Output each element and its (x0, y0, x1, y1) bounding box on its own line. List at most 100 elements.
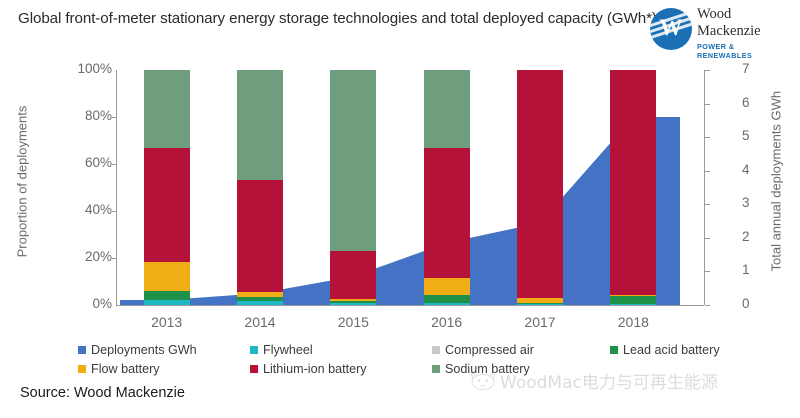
y2-axis-tick-label: 2 (742, 228, 750, 244)
y2-axis-tickmark (705, 237, 710, 239)
legend-label: Flywheel (263, 343, 313, 357)
x-axis-tick-label: 2014 (244, 314, 276, 330)
bar-segment (143, 300, 190, 305)
y-axis-tick-label: 40% (84, 202, 112, 217)
y2-axis-tick-label: 6 (742, 94, 750, 110)
legend-swatch-icon (78, 346, 86, 354)
y-axis-tick-label: 100% (77, 61, 112, 76)
y2-axis-tick-label: 0 (742, 296, 750, 311)
bar-segment (143, 147, 190, 262)
legend-item[interactable]: Flywheel (250, 343, 432, 357)
source-note: Source: Wood Mackenzie (20, 385, 185, 401)
legend-swatch-icon (610, 346, 618, 354)
x-axis-line (116, 305, 704, 306)
bar-segment (517, 303, 563, 305)
bar-segment (237, 296, 283, 302)
y2-axis-tick-label: 1 (742, 262, 750, 278)
legend-item[interactable]: Deployments GWh (78, 343, 250, 357)
y2-axis-tickmark (705, 305, 710, 306)
y2-axis-tick-label: 7 (742, 61, 750, 76)
bar-segment (143, 70, 190, 148)
y-axis-tick-label: 60% (84, 155, 112, 170)
bar-segment (423, 303, 470, 305)
y2-axis-tickmark (705, 70, 710, 71)
legend-swatch-icon (78, 365, 86, 373)
page-title: Global front-of-meter stationary energy … (18, 10, 657, 27)
y2-axis-tick-label: 5 (742, 128, 750, 144)
legend-item[interactable]: Flow battery (78, 362, 250, 376)
y2-axis-tickmark (705, 204, 710, 206)
y2-axis-tickmark (705, 103, 710, 105)
legend-label: Deployments GWh (91, 343, 197, 357)
wood-mackenzie-mark-icon: W (650, 8, 692, 50)
y-axis-tick-label: 80% (84, 108, 112, 123)
bar-segment (517, 70, 563, 299)
chart-header: Global front-of-meter stationary energy … (18, 8, 658, 29)
bar-segment (610, 294, 657, 296)
y-axis-tickmark (112, 258, 117, 259)
legend-label: Compressed air (445, 343, 534, 357)
bar-segment (330, 298, 377, 301)
legend-label: Lithium-ion battery (263, 362, 367, 376)
plot-canvas (120, 70, 680, 305)
y2-axis-tickmark (705, 170, 710, 172)
bar-segment (330, 70, 377, 251)
y2-axis-tickmark (705, 137, 710, 139)
legend-label: Sodium battery (445, 362, 530, 376)
bar-segment (237, 292, 283, 297)
bar-segment (143, 261, 190, 291)
bar-column (330, 70, 377, 305)
y2-axis-line (704, 70, 705, 305)
bar-column (143, 70, 190, 305)
area-fill (120, 117, 680, 305)
legend-label: Lead acid battery (623, 343, 720, 357)
bar-column (610, 70, 657, 305)
legend-row: Deployments GWh Flywheel Compressed air Lea… (78, 343, 778, 357)
legend-swatch-icon (432, 346, 440, 354)
legend-label: Flow battery (91, 362, 160, 376)
legend-swatch-icon (250, 346, 258, 354)
bar-column (423, 70, 470, 305)
bar-segment (237, 70, 283, 181)
brand-tagline: POWER & RENEWABLES (697, 42, 753, 60)
chart-plot-area: Proportion of deployments Total annual d… (0, 61, 800, 330)
bar-column (237, 70, 283, 305)
y2-axis-tick-label: 3 (742, 195, 750, 211)
bar-segment (610, 70, 657, 295)
bar-segment (423, 147, 470, 279)
x-axis-tick-label: 2016 (431, 314, 463, 330)
legend-item[interactable]: Compressed air (432, 343, 610, 357)
bar-segment (610, 304, 657, 305)
bar-segment (330, 300, 377, 304)
legend-swatch-icon (432, 365, 440, 373)
bar-segment (517, 298, 563, 303)
y2-axis-tickmark (705, 271, 710, 273)
wood-mackenzie-logo: W Wood Mackenzie POWER & RENEWABLES (650, 6, 790, 62)
y-axis-title: Proportion of deployments (14, 105, 30, 258)
bar-column (517, 70, 563, 305)
legend-swatch-icon (250, 365, 258, 373)
bar-segment (143, 290, 190, 301)
brand-wordmark: Wood Mackenzie POWER & RENEWABLES (697, 6, 790, 60)
x-axis-tick-label: 2017 (524, 314, 556, 330)
bar-segment (330, 303, 377, 305)
bar-segment (423, 278, 470, 295)
y-axis-tick-label: 20% (84, 249, 112, 264)
y-axis-line (116, 70, 117, 305)
y-axis-tickmark (112, 211, 117, 212)
legend-item[interactable]: Lithium-ion battery (250, 362, 432, 376)
y-axis-tickmark (112, 117, 117, 118)
bar-segment (423, 70, 470, 148)
brand-mark-letter: W (659, 15, 683, 41)
legend-item[interactable]: Lead acid battery (610, 343, 770, 357)
deployments-area-series (120, 117, 680, 305)
chart-legend: Deployments GWh Flywheel Compressed air Lea… (78, 343, 778, 381)
bar-segment (330, 250, 377, 299)
y2-axis-title: Total annual deployments GWh (768, 90, 784, 272)
legend-item[interactable]: Sodium battery (432, 362, 610, 376)
bar-segment (237, 180, 283, 293)
x-axis-tick-label: 2015 (337, 314, 369, 330)
y-axis-tickmark (112, 164, 117, 165)
brand-line-1: Wood (697, 6, 732, 22)
